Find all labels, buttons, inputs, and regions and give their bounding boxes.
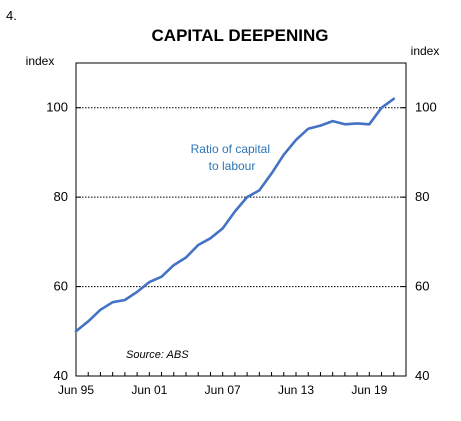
x-tick-label-2013: Jun 13 — [278, 383, 314, 397]
source-note: Source: ABS — [126, 349, 189, 361]
series-layer — [74, 97, 396, 333]
y-axis-left: 40 60 80 100 — [46, 100, 81, 383]
y-tick-label-left-100: 100 — [46, 100, 68, 115]
chart-title: CAPITAL DEEPENING — [152, 26, 329, 45]
x-tick-label-2019: Jun 19 — [351, 383, 387, 397]
series-label: Ratio of capital to labour — [191, 142, 274, 173]
series-label-line-2: to labour — [209, 159, 256, 173]
y-axis-right: 40 60 80 100 — [401, 100, 437, 383]
y-tick-label-left-40: 40 — [54, 368, 68, 383]
y-tick-label-left-80: 80 — [54, 189, 68, 204]
y-tick-label-left-60: 60 — [54, 279, 68, 294]
series-line-0 — [74, 97, 396, 333]
y-tick-label-right-60: 60 — [415, 279, 429, 294]
y-axis-unit-left: index — [26, 54, 55, 68]
y-tick-label-right-40: 40 — [415, 368, 429, 383]
y-axis-unit-right: index — [411, 44, 440, 58]
x-tick-label-2007: Jun 07 — [205, 383, 241, 397]
y-tick-label-right-100: 100 — [415, 100, 437, 115]
figure-number: 4. — [6, 8, 17, 23]
plot-frame — [75, 62, 407, 377]
x-tick-label-1995: Jun 95 — [58, 383, 94, 397]
y-tick-label-right-80: 80 — [415, 189, 429, 204]
x-tick-label-2001: Jun 01 — [131, 383, 167, 397]
gridlines — [76, 107, 406, 288]
x-axis: Jun 95 Jun 01 Jun 07 Jun 13 Jun 19 — [58, 372, 407, 397]
series-label-line-1: Ratio of capital — [191, 142, 270, 156]
